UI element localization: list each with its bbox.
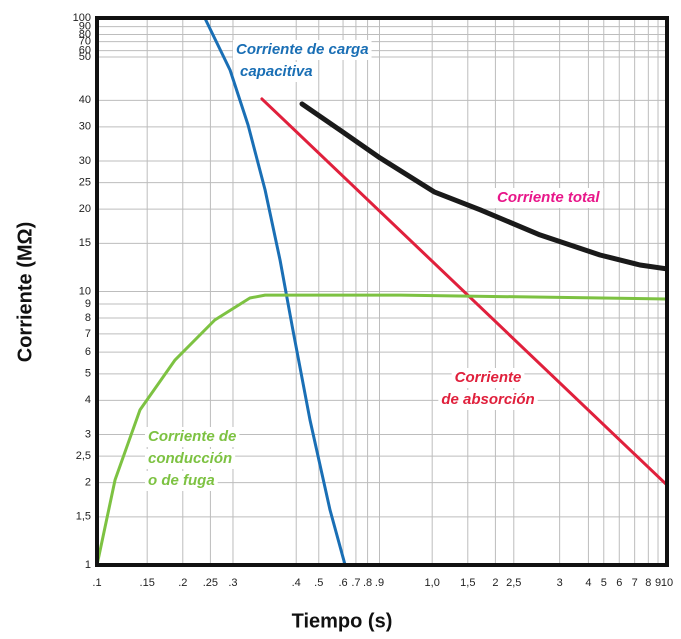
x-tick-label: .3 (228, 577, 237, 589)
y-tick-label: 2 (85, 477, 91, 489)
y-tick-label: 1,5 (76, 511, 91, 523)
x-tick-label: 9 (655, 577, 661, 589)
x-tick-label: 6 (616, 577, 622, 589)
y-tick-label: 30 (79, 155, 91, 167)
y-tick-label: 25 (79, 177, 91, 189)
x-tick-label: 2 (492, 577, 498, 589)
x-tick-label: 1,0 (425, 577, 440, 589)
x-tick-label: .8 (363, 577, 372, 589)
annotation: capacitiva (240, 63, 313, 80)
annotation-bg (438, 390, 538, 410)
x-tick-label: .6 (338, 577, 347, 589)
annotation: de absorción (441, 391, 534, 408)
annotation: Corriente de (148, 428, 236, 445)
x-tick-label: .9 (375, 577, 384, 589)
y-tick-label: 80 (79, 28, 91, 40)
annotation-bg (494, 188, 604, 208)
annotation: o de fuga (148, 472, 215, 489)
annotation-bg (145, 449, 236, 469)
y-tick-label: 5 (85, 368, 91, 380)
x-tick-label: 1,5 (460, 577, 475, 589)
annotation-bg (237, 62, 316, 82)
annotation: Corriente de carga (236, 41, 369, 58)
plot-lines (97, 18, 667, 565)
x-tick-label: 5 (601, 577, 607, 589)
y-tick-label: 1 (85, 559, 91, 571)
y-tick-label: 3 (85, 428, 91, 440)
annotation-bg (145, 471, 218, 491)
x-tick-label: .25 (203, 577, 218, 589)
x-axis-title: Tiempo (s) (292, 610, 393, 632)
series-line (260, 97, 667, 487)
annotation-bg (145, 427, 240, 447)
x-tick-label: .4 (292, 577, 301, 589)
annotation: conducción (148, 450, 232, 467)
y-tick-label: 30 (79, 121, 91, 133)
annotation-bg (233, 40, 372, 60)
x-tick-label: .1 (92, 577, 101, 589)
y-tick-label: 90 (79, 21, 91, 33)
x-tick-label: 8 (645, 577, 651, 589)
x-tick-label: .15 (140, 577, 155, 589)
y-tick-label: 10 (79, 285, 91, 297)
x-tick-label: 10 (661, 577, 673, 589)
x-tick-label: .5 (314, 577, 323, 589)
annotation: Corriente total (497, 189, 600, 206)
x-tick-label: 3 (557, 577, 563, 589)
y-tick-label: 8 (85, 312, 91, 324)
y-tick-label: 60 (79, 45, 91, 57)
series-line (203, 18, 347, 565)
annotation-bg (451, 368, 525, 388)
x-tick-label: 4 (585, 577, 591, 589)
annotation: Corriente (455, 369, 522, 386)
series-line (299, 101, 667, 272)
y-tick-label: 6 (85, 346, 91, 358)
plot-frame (95, 16, 669, 567)
y-tick-label: 100 (73, 12, 91, 24)
series-line (97, 293, 667, 565)
y-tick-label: 50 (79, 51, 91, 63)
y-tick-label: 9 (85, 298, 91, 310)
y-tick-label: 20 (79, 203, 91, 215)
x-tick-label: 7 (632, 577, 638, 589)
y-axis-title: Corriente (MΩ) (14, 222, 36, 362)
y-tick-label: 70 (79, 35, 91, 47)
y-tick-label: 2,5 (76, 450, 91, 462)
y-tick-label: 7 (85, 328, 91, 340)
x-tick-label: .2 (178, 577, 187, 589)
y-tick-label: 40 (79, 94, 91, 106)
y-tick-label: 4 (85, 394, 91, 406)
x-tick-label: 2,5 (506, 577, 521, 589)
x-tick-label: .7 (351, 577, 360, 589)
y-tick-label: 15 (79, 237, 91, 249)
